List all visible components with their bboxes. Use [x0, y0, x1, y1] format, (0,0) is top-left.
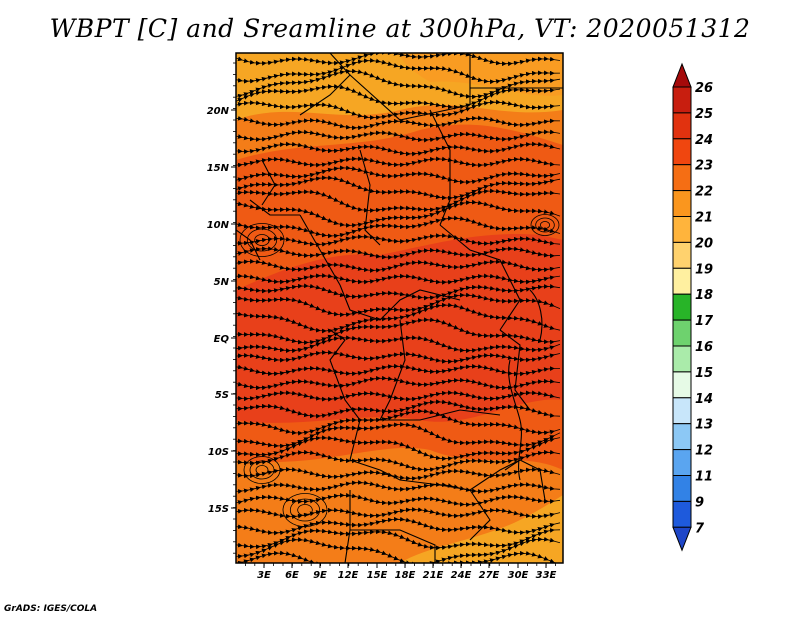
colorbar-label: 16: [695, 340, 713, 355]
lon-tick-label: 18E: [395, 570, 416, 581]
streamline-vortex: [282, 493, 328, 527]
colorbar-label: 24: [695, 133, 713, 148]
lon-tick-label: 15E: [367, 570, 388, 581]
streamline: [236, 129, 561, 143]
streamline-vortex: [249, 460, 275, 480]
colorbar-swatch: [672, 267, 692, 295]
streamline: [236, 390, 561, 402]
colorbar-label: 23: [695, 159, 713, 174]
lon-tick-label: 33E: [536, 570, 557, 581]
colorbar-swatch: [672, 475, 692, 502]
colorbar-label: 14: [695, 392, 713, 407]
colorbar-label: 13: [695, 418, 713, 433]
colorbar-swatch: [672, 293, 692, 321]
lon-tick-label: 27E: [479, 570, 500, 581]
colorbar-top-arrow: [672, 62, 692, 88]
colorbar-label: 22: [695, 185, 713, 200]
colorbar-swatch: [672, 112, 692, 140]
streamline: [236, 233, 561, 247]
streamline: [236, 258, 561, 273]
streamline: [236, 363, 560, 377]
lat-tick-label: 5S: [215, 390, 229, 401]
latitude-axis: 20N 15N 10N 5N EQ 5S 10S 15S: [207, 62, 236, 554]
colorbar-label: 21: [695, 211, 713, 226]
lon-tick-label: 30E: [508, 570, 529, 581]
colorbar-label: 18: [695, 288, 713, 303]
streamline: [236, 246, 561, 260]
streamline-vortex: [297, 504, 313, 516]
lon-tick-label: 21E: [423, 570, 444, 581]
streamline: [236, 480, 561, 494]
colorbar-swatch: [672, 190, 692, 218]
colorbar-swatch: [672, 345, 692, 373]
streamline: [236, 449, 561, 473]
colorbar: 26 25 24 23 22 21 20 19 18 17 16 15 14 13 12 11 9 7: [672, 62, 714, 552]
streamline-vortex: [239, 223, 285, 257]
streamline-vortex: [530, 214, 560, 236]
colorbar-swatch: [672, 138, 692, 166]
colorbar-swatch: [672, 86, 692, 114]
streamline: [236, 467, 561, 481]
lat-tick-label: 15N: [207, 163, 230, 174]
country-borders: [236, 53, 563, 563]
streamline: [236, 375, 561, 391]
colorbar-swatch: [672, 319, 692, 347]
colorbar-label: 25: [695, 107, 713, 122]
streamline: [236, 141, 561, 157]
streamline-vortex: [243, 456, 281, 484]
streamline-vortex: [539, 221, 551, 229]
lat-tick-label: 5N: [214, 277, 230, 288]
colorbar-label: 26: [695, 81, 713, 96]
streamline: [236, 492, 561, 508]
streamline: [236, 156, 561, 168]
streamline-vortex: [255, 465, 269, 475]
streamline: [236, 215, 561, 239]
colorbar-label: 20: [695, 236, 713, 251]
streamlines: [236, 53, 561, 563]
colorbar-swatch: [672, 164, 692, 192]
streamline: [236, 550, 557, 563]
streamline-vortex: [246, 228, 278, 252]
colorbar-swatch: [672, 371, 692, 399]
colorbar-label: 19: [695, 262, 713, 277]
colorbar-label: 15: [695, 366, 713, 381]
lat-tick-label: 10N: [207, 220, 230, 231]
colorbar-swatch: [672, 397, 692, 425]
lon-tick-label: 24E: [451, 570, 472, 581]
grads-credit: GrADS: IGES/COLA: [4, 604, 98, 614]
lon-tick-label: 12E: [338, 570, 359, 581]
longitude-axis: 3E 6E 9E 12E 15E 18E 21E 24E 27E 30E 33E: [244, 563, 557, 581]
streamline: [236, 350, 561, 365]
colorbar-bottom-arrow: [672, 526, 692, 552]
streamline: [236, 99, 561, 120]
colorbar-label: 7: [695, 521, 705, 536]
map-frame: [235, 52, 564, 564]
streamline-vortex: [289, 498, 321, 522]
colorbar-label: 11: [695, 470, 713, 485]
lat-tick-label: 15S: [208, 504, 229, 515]
streamline-vortex: [535, 217, 555, 233]
colorbar-label: 9: [695, 495, 704, 510]
colorbar-swatch: [672, 423, 692, 451]
colorbar-swatch: [672, 241, 692, 269]
lat-tick-label: 10S: [208, 447, 229, 458]
streamline: [236, 507, 561, 519]
wbpt-shaded-field: [236, 53, 563, 563]
colorbar-swatch: [672, 449, 692, 477]
lon-tick-label: 9E: [313, 570, 327, 581]
lon-tick-label: 3E: [257, 570, 271, 581]
colorbar-label: 12: [695, 444, 713, 459]
streamline: [236, 273, 561, 285]
lat-tick-label: EQ: [214, 334, 230, 345]
streamline-vortex: [254, 234, 270, 246]
colorbar-label: 17: [695, 314, 714, 329]
lon-tick-label: 6E: [285, 570, 299, 581]
colorbar-swatch: [672, 500, 692, 528]
colorbar-swatch: [672, 216, 692, 243]
page-title: WBPT [C] and Sreamline at 300hPa, VT: 20…: [49, 14, 751, 43]
lat-tick-label: 20N: [207, 106, 230, 117]
streamline: [236, 115, 561, 131]
